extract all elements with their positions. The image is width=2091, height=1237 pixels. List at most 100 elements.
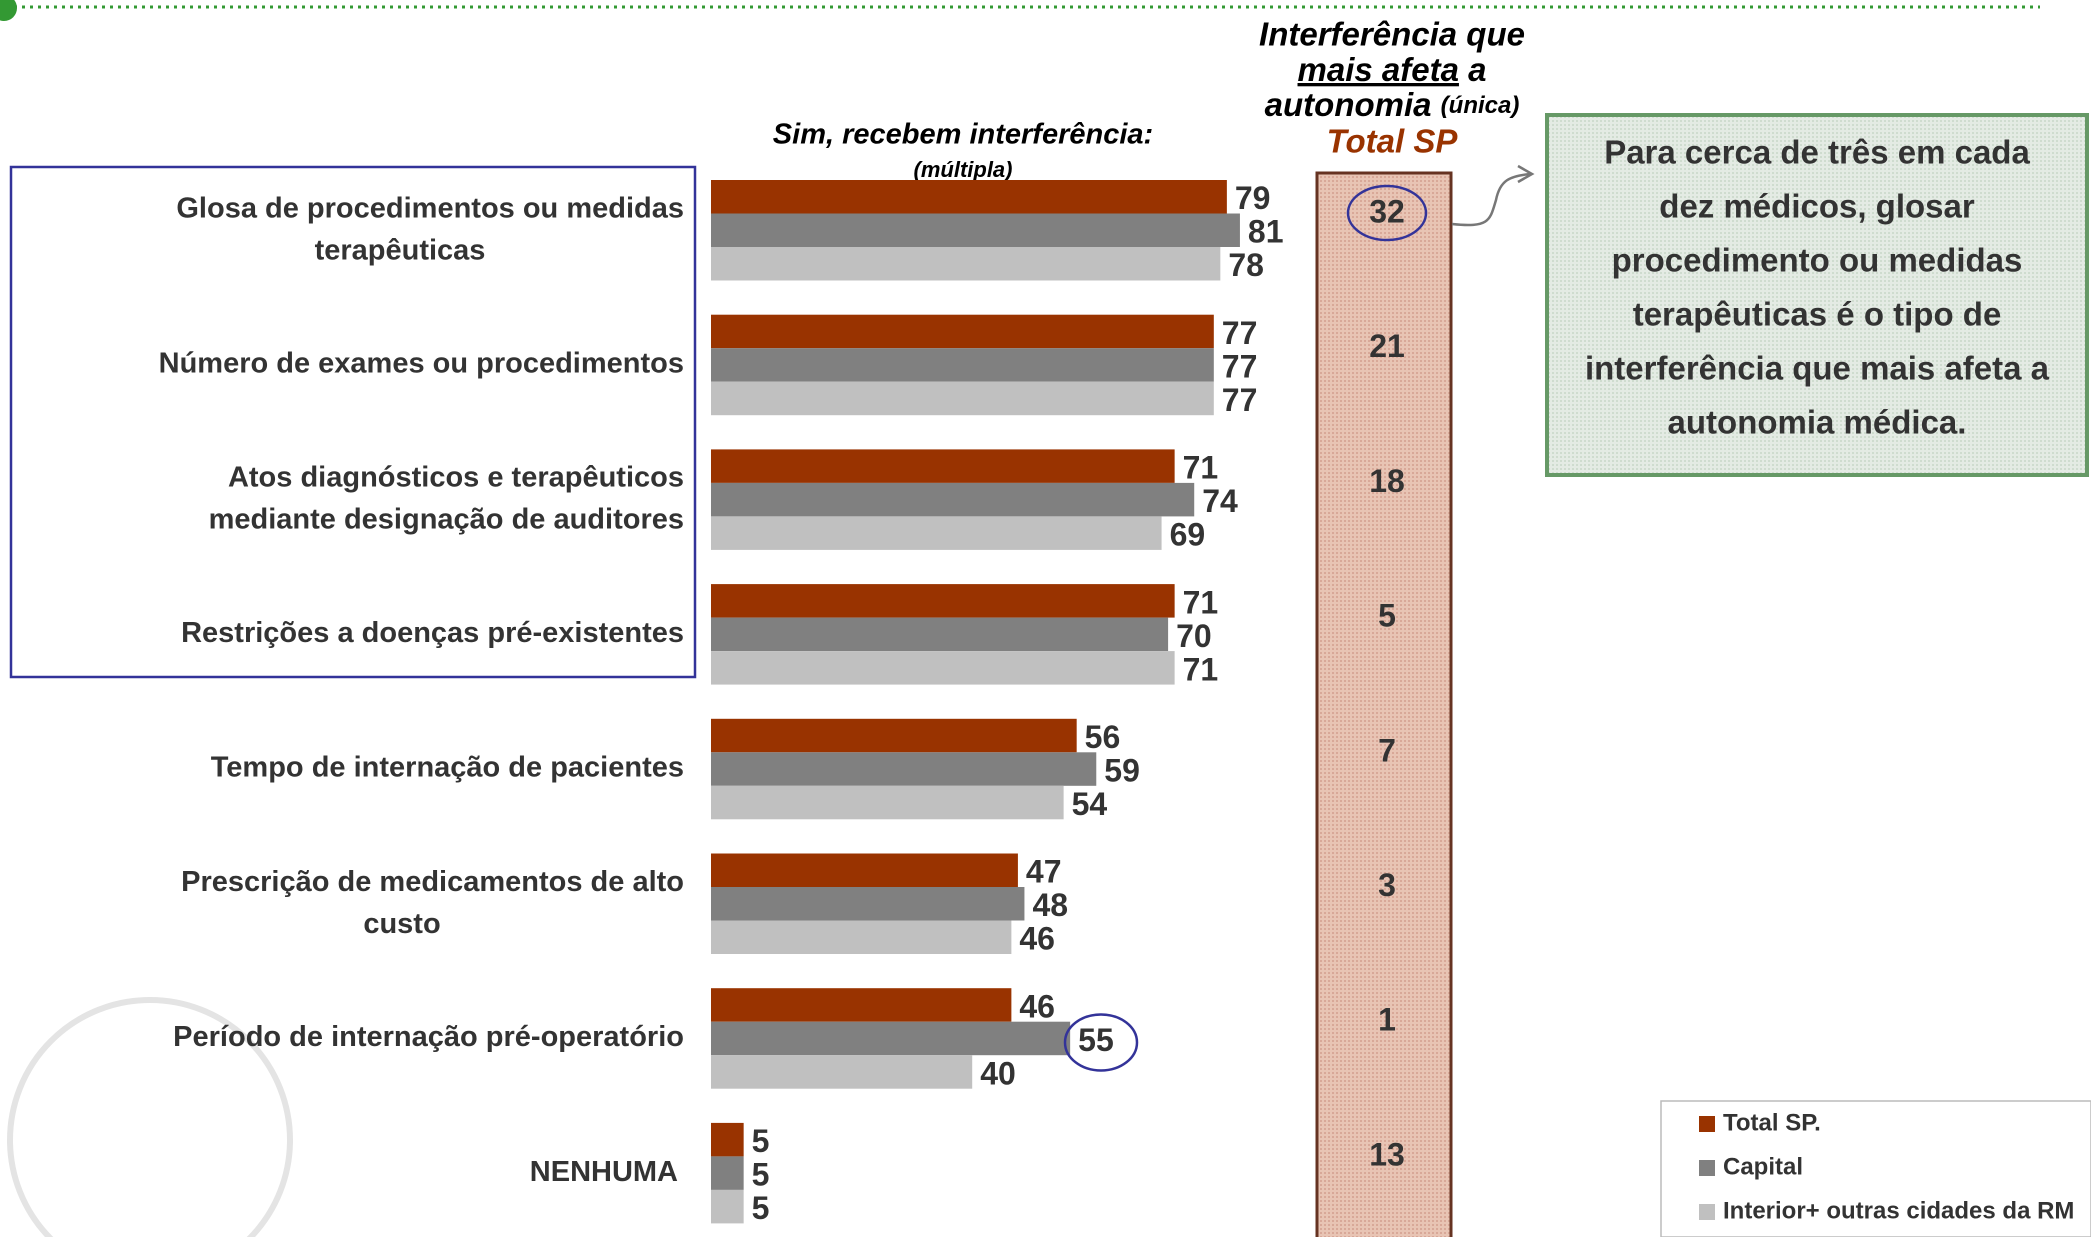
bar	[711, 584, 1175, 618]
bar	[711, 314, 1214, 349]
value-label: 77	[1222, 348, 1258, 384]
category-label: Número de exames ou procedimentos	[159, 348, 684, 380]
bar	[711, 988, 1012, 1022]
legend-swatch	[1699, 1204, 1715, 1220]
value-label: 47	[1026, 854, 1062, 890]
legend-swatch	[1699, 1116, 1715, 1132]
bar	[711, 853, 1018, 887]
corner-dot	[0, 0, 17, 21]
value-label: 69	[1170, 517, 1206, 553]
bar	[711, 1189, 744, 1224]
value-label: 5	[752, 1123, 770, 1159]
value-label: 77	[1222, 382, 1258, 418]
callout-text: terapêuticas é o tipo de	[1633, 296, 2002, 333]
value-label: 54	[1072, 786, 1108, 822]
callout-text: interferência que mais afeta a	[1585, 350, 2050, 387]
single-title: mais afeta	[1298, 51, 1459, 88]
single-value: 21	[1369, 328, 1405, 364]
highlight-circle	[1346, 184, 1428, 242]
callout-arrow	[1451, 172, 1531, 227]
value-label: 46	[1019, 988, 1055, 1024]
value-label: 55	[1078, 1022, 1114, 1058]
subtitle: Sim, recebem interferência:	[773, 119, 1153, 151]
value-label: 81	[1248, 214, 1284, 250]
bar	[711, 920, 1012, 954]
bar	[711, 1021, 1071, 1056]
category-label: Glosa de procedimentos ou medidas terapêu…	[176, 192, 684, 266]
value-label: 71	[1183, 584, 1219, 620]
category-label: Período de internação pré-operatório	[173, 1021, 684, 1053]
bar	[711, 516, 1162, 550]
single-value: 7	[1378, 732, 1396, 768]
bar	[711, 785, 1064, 820]
value-label: 74	[1202, 483, 1238, 519]
bar	[711, 1156, 744, 1190]
watermark	[7, 997, 293, 1237]
single-value: 32	[1369, 193, 1405, 229]
category-label: Prescrição de medicamentos de alto	[181, 865, 684, 897]
category-label: Atos diagnósticos e terapêuticos	[228, 461, 684, 493]
single-value: 5	[1378, 598, 1396, 634]
value-label: 46	[1019, 921, 1055, 957]
bar	[711, 381, 1214, 416]
category-label: Restrições a doenças pré-existentes	[181, 617, 684, 649]
bar	[711, 213, 1240, 247]
legend-swatch	[1699, 1160, 1715, 1176]
category-label: mediante designação de auditores	[209, 503, 684, 535]
bar	[711, 887, 1025, 921]
value-label: 71	[1183, 651, 1219, 687]
category-label: custo	[363, 907, 440, 939]
bar	[711, 718, 1077, 753]
bar	[711, 1122, 744, 1157]
bar	[711, 247, 1221, 281]
single-value: 13	[1369, 1136, 1405, 1172]
bar	[711, 651, 1175, 685]
bar	[711, 180, 1227, 214]
bar	[711, 449, 1175, 483]
subtitle-note: (múltipla)	[914, 157, 1013, 182]
bar	[711, 752, 1097, 786]
value-label: 59	[1104, 753, 1140, 789]
value-label: 70	[1176, 618, 1212, 654]
single-value: 1	[1378, 1002, 1396, 1038]
value-label: 56	[1085, 719, 1121, 755]
single-title: Interferência que	[1259, 16, 1525, 53]
single-title: (única)	[1441, 92, 1520, 119]
value-label: 40	[980, 1055, 1016, 1091]
value-label: 5	[752, 1190, 770, 1226]
value-label: 77	[1222, 315, 1258, 351]
value-label: 48	[1032, 887, 1068, 923]
category-label: Atos diagnósticos e terapêuticos mediante…	[209, 461, 684, 535]
category-label: terapêuticas	[315, 234, 486, 266]
category-label: Prescrição de medicamentos de alto custo	[181, 865, 684, 939]
callout-text: dez médicos, glosar	[1659, 188, 1975, 225]
single-title: a	[1468, 51, 1486, 88]
value-label: 79	[1235, 180, 1271, 216]
single-column	[1315, 171, 1453, 1237]
legend	[1660, 1100, 2091, 1237]
bar	[711, 1055, 973, 1089]
single-value: 3	[1378, 867, 1396, 903]
value-label: 78	[1228, 247, 1264, 283]
value-label: 5	[752, 1157, 770, 1193]
legend-label: Total SP.	[1723, 1109, 1821, 1136]
callout-text: autonomia médica.	[1668, 404, 1967, 441]
bar	[711, 482, 1195, 517]
callout-box	[1545, 113, 2089, 477]
callout-text: Para cerca de três em cada	[1604, 134, 2030, 171]
legend-label: Interior+ outras cidades da RM	[1723, 1197, 2074, 1224]
category-label: Tempo de internação de pacientes	[211, 752, 684, 784]
single-value: 18	[1369, 463, 1405, 499]
bar	[711, 348, 1214, 382]
category-label: Glosa de procedimentos ou medidas	[176, 192, 684, 224]
category-label: NENHUMA	[530, 1156, 678, 1188]
callout-arrow	[1517, 164, 1535, 184]
callout-text: procedimento ou medidas	[1612, 242, 2023, 279]
value-label: 71	[1183, 450, 1219, 486]
single-title: autonomia	[1265, 86, 1432, 123]
highlight-circle	[1063, 1013, 1139, 1072]
bar	[711, 617, 1169, 652]
highlight-box	[9, 165, 697, 679]
single-title: autonomia (única)	[1265, 86, 1520, 123]
